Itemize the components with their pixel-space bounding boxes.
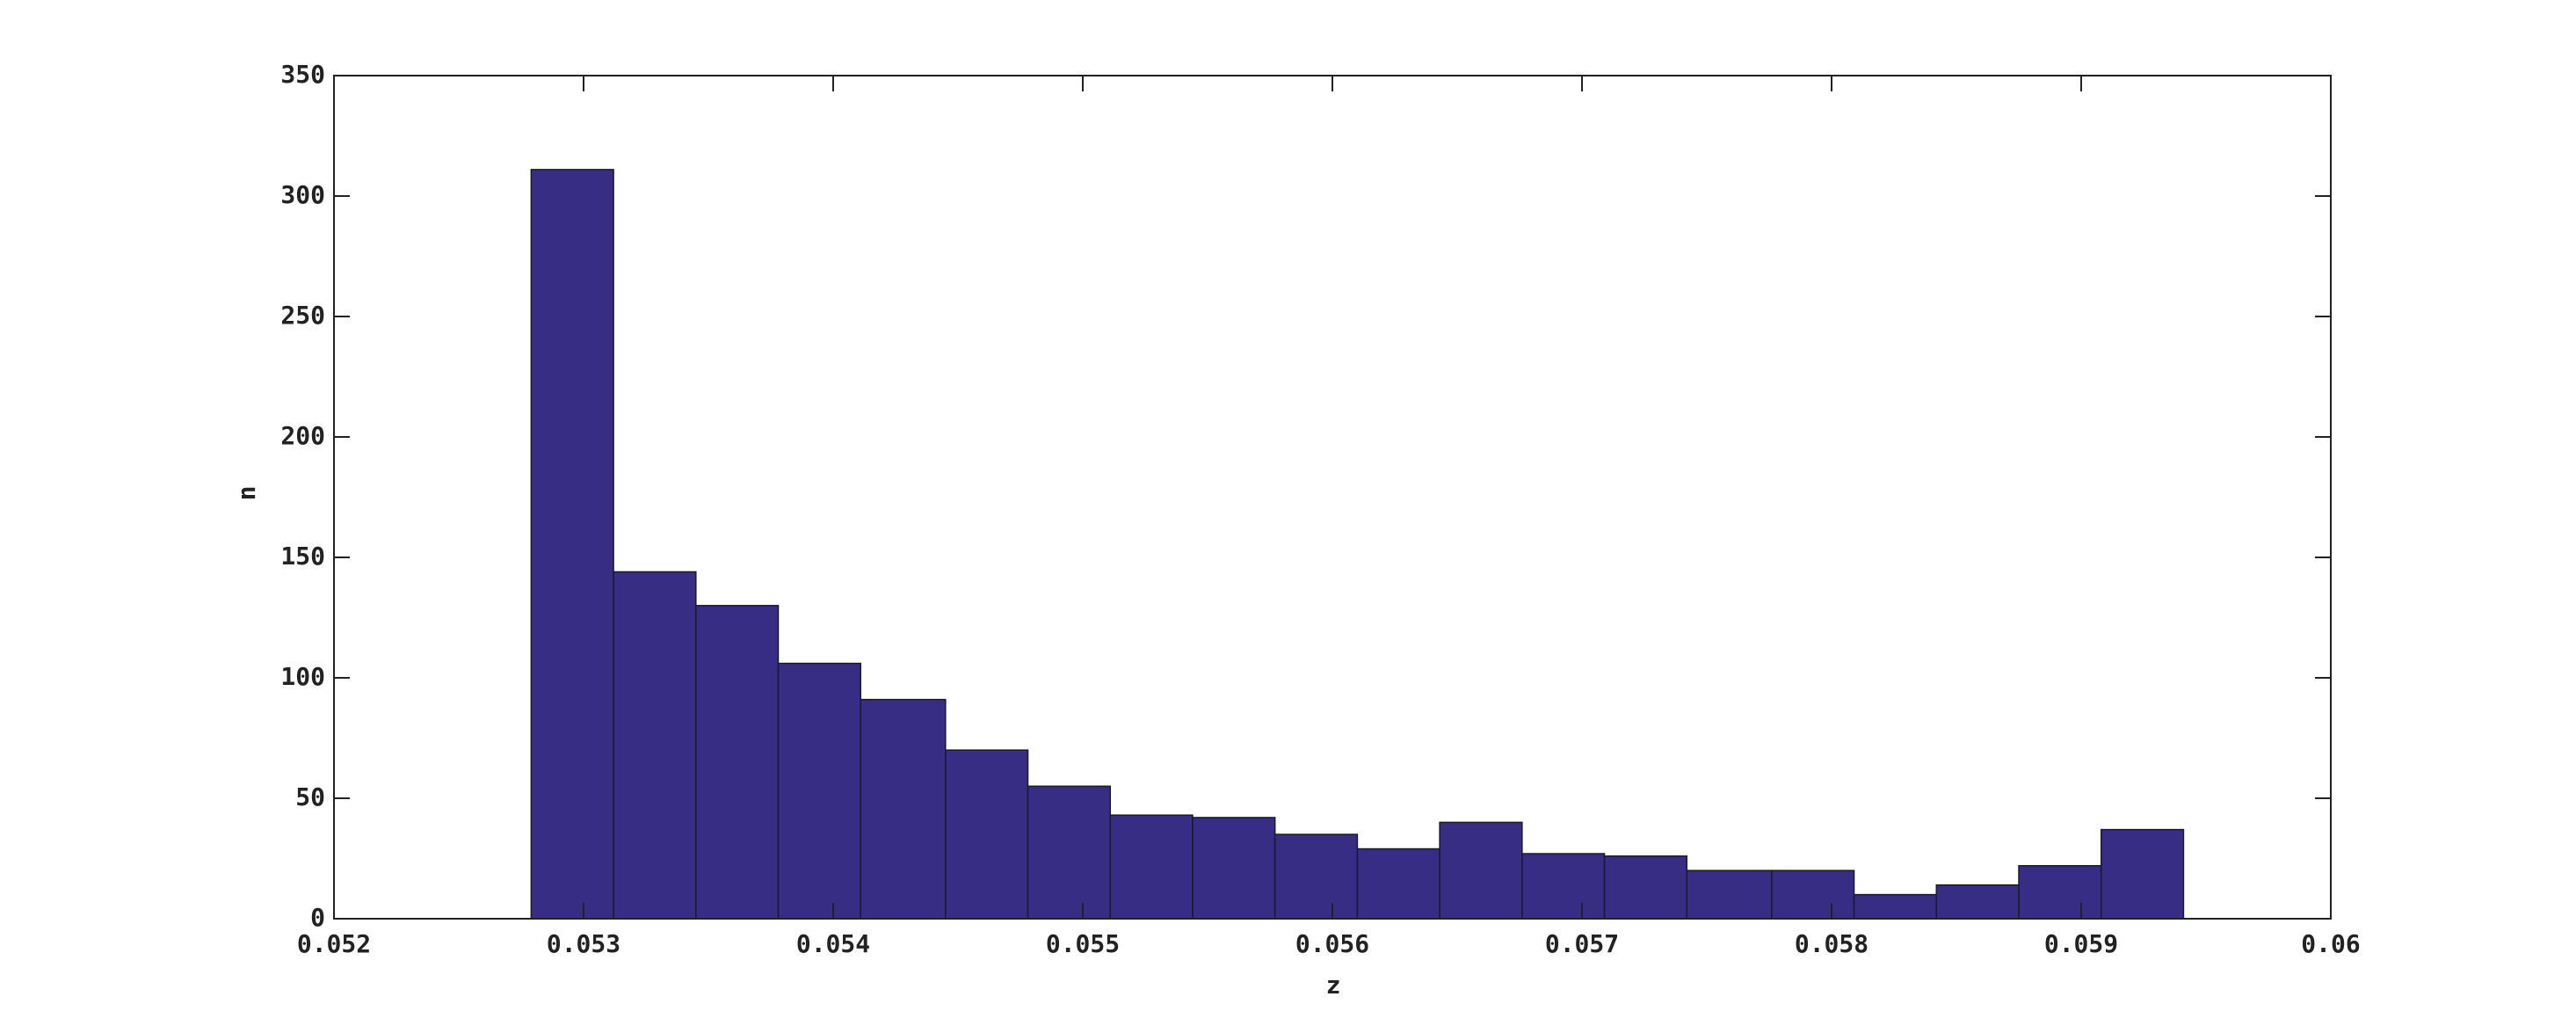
bar: [860, 698, 947, 920]
x-tick-label: 0.059: [2044, 929, 2118, 958]
bar: [1521, 853, 1606, 920]
y-tick-label: 350: [280, 60, 325, 89]
bar: [777, 662, 861, 920]
x-tick-label: 0.057: [1545, 929, 1619, 958]
x-tick-label: 0.054: [796, 929, 870, 958]
bar: [530, 169, 614, 920]
x-tick-label: 0.058: [1795, 929, 1869, 958]
bar: [1192, 817, 1276, 920]
bar: [613, 571, 697, 920]
bar: [945, 749, 1029, 920]
x-tick-label: 0.052: [297, 929, 371, 958]
x-tick-label: 0.06: [2301, 929, 2360, 958]
x-axis-label: z: [1326, 971, 1341, 1000]
x-tick-label: 0.053: [547, 929, 620, 958]
bar: [1109, 814, 1194, 920]
y-tick-label: 200: [280, 421, 325, 450]
x-tick-label: 0.056: [1295, 929, 1369, 958]
y-tick-label: 300: [280, 180, 325, 209]
bar: [2100, 828, 2185, 920]
bar: [1603, 855, 1688, 920]
bar: [1853, 893, 1938, 920]
bar: [1273, 833, 1359, 920]
y-tick-label: 50: [295, 782, 325, 811]
bar: [1027, 785, 1111, 920]
x-tick-label: 0.055: [1046, 929, 1120, 958]
bar: [1356, 847, 1440, 920]
bar: [1935, 884, 2020, 920]
bar: [695, 605, 780, 920]
bar: [2018, 864, 2102, 920]
y-tick-label: 250: [280, 301, 325, 330]
y-tick-label: 150: [280, 542, 325, 571]
bar: [1771, 869, 1855, 920]
y-axis-label: n: [232, 486, 261, 501]
y-tick-label: 0: [310, 903, 325, 932]
bar: [1686, 869, 1773, 920]
y-tick-label: 100: [280, 662, 325, 691]
bar: [1439, 821, 1523, 920]
